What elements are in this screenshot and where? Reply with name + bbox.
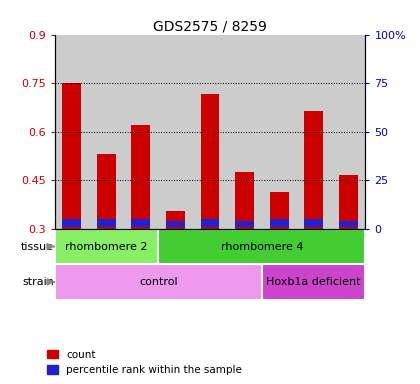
Bar	[339, 175, 357, 229]
Text: Hoxb1a deficient: Hoxb1a deficient	[266, 277, 361, 287]
Bar	[262, 264, 365, 300]
Bar	[339, 222, 357, 227]
Bar	[55, 229, 158, 264]
Bar	[97, 219, 116, 227]
Bar	[227, 35, 262, 229]
Bar	[131, 219, 150, 227]
Bar	[304, 219, 323, 227]
Legend: count, percentile rank within the sample: count, percentile rank within the sample	[47, 350, 242, 375]
Bar	[270, 219, 289, 227]
Bar	[158, 35, 193, 229]
Bar	[166, 211, 185, 229]
Bar	[97, 154, 116, 229]
Bar	[166, 222, 185, 227]
Text: tissue: tissue	[21, 242, 54, 252]
Bar	[235, 172, 254, 229]
Bar	[55, 35, 89, 229]
Bar	[200, 219, 220, 227]
Bar	[89, 35, 123, 229]
Text: control: control	[139, 277, 178, 287]
Bar	[297, 35, 331, 229]
Bar	[55, 264, 262, 300]
Bar	[131, 125, 150, 229]
Text: rhombomere 4: rhombomere 4	[220, 242, 303, 252]
Bar	[331, 35, 365, 229]
Bar	[235, 222, 254, 227]
Text: strain: strain	[22, 277, 54, 287]
Bar	[262, 35, 297, 229]
Bar	[158, 229, 365, 264]
Bar	[123, 35, 158, 229]
Text: rhombomere 2: rhombomere 2	[65, 242, 148, 252]
Bar	[63, 83, 81, 229]
Bar	[270, 192, 289, 229]
Bar	[63, 219, 81, 227]
Bar	[193, 35, 227, 229]
Bar	[200, 94, 220, 229]
Bar	[304, 111, 323, 229]
Title: GDS2575 / 8259: GDS2575 / 8259	[153, 20, 267, 33]
